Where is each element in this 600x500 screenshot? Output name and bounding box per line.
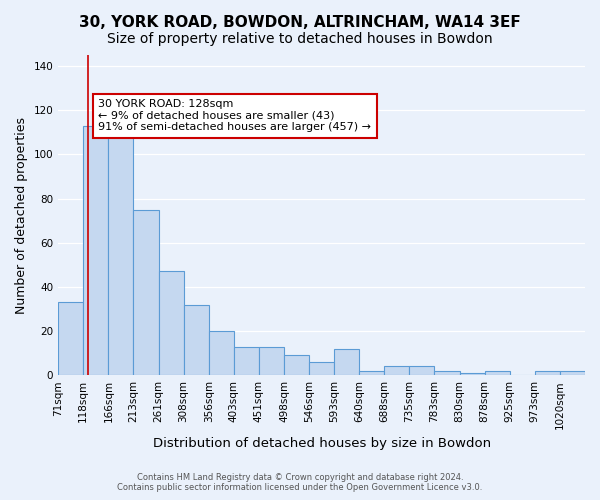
Bar — [334, 349, 359, 376]
Text: 30, YORK ROAD, BOWDON, ALTRINCHAM, WA14 3EF: 30, YORK ROAD, BOWDON, ALTRINCHAM, WA14 … — [79, 15, 521, 30]
Bar — [385, 366, 409, 376]
Bar — [434, 371, 460, 376]
Bar — [184, 304, 209, 376]
Bar — [234, 346, 259, 376]
Bar — [485, 371, 510, 376]
X-axis label: Distribution of detached houses by size in Bowdon: Distribution of detached houses by size … — [152, 437, 491, 450]
Bar — [359, 371, 385, 376]
Bar — [58, 302, 83, 376]
Text: 30 YORK ROAD: 128sqm
← 9% of detached houses are smaller (43)
91% of semi-detach: 30 YORK ROAD: 128sqm ← 9% of detached ho… — [98, 99, 371, 132]
Bar — [109, 122, 133, 376]
Bar — [259, 346, 284, 376]
Bar — [560, 371, 585, 376]
Bar — [209, 331, 234, 376]
Bar — [535, 371, 560, 376]
Text: Size of property relative to detached houses in Bowdon: Size of property relative to detached ho… — [107, 32, 493, 46]
Y-axis label: Number of detached properties: Number of detached properties — [15, 116, 28, 314]
Bar — [409, 366, 434, 376]
Bar — [133, 210, 158, 376]
Bar — [83, 126, 109, 376]
Bar — [284, 356, 309, 376]
Bar — [158, 272, 184, 376]
Bar — [460, 373, 485, 376]
Bar — [309, 362, 334, 376]
Text: Contains HM Land Registry data © Crown copyright and database right 2024.
Contai: Contains HM Land Registry data © Crown c… — [118, 473, 482, 492]
